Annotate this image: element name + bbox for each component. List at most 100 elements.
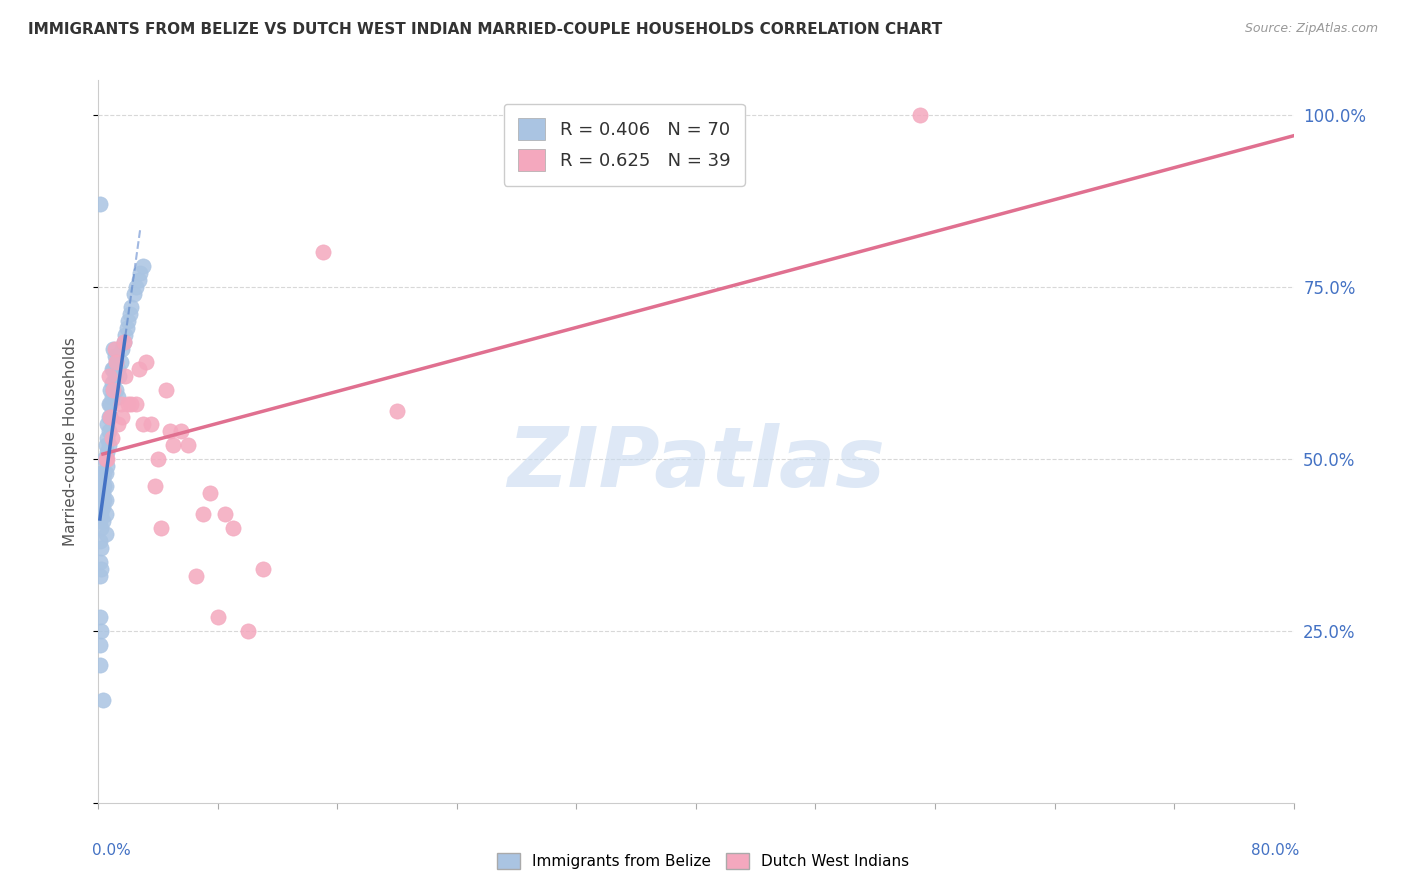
Point	[97, 397, 120, 411]
Point	[103, 342, 125, 356]
Point	[177, 438, 200, 452]
Point	[159, 424, 181, 438]
Point	[94, 527, 117, 541]
Point	[98, 410, 122, 425]
Point	[89, 479, 111, 493]
Point	[139, 417, 162, 432]
Point	[101, 362, 124, 376]
Point	[105, 355, 128, 369]
Point	[89, 610, 111, 624]
Point	[101, 390, 124, 404]
Point	[191, 507, 214, 521]
Point	[169, 424, 191, 438]
Point	[132, 259, 155, 273]
Point	[143, 479, 166, 493]
Point	[90, 520, 112, 534]
Point	[97, 424, 120, 438]
Point	[94, 451, 117, 466]
Point	[118, 307, 141, 321]
Text: IMMIGRANTS FROM BELIZE VS DUTCH WEST INDIAN MARRIED-COUPLE HOUSEHOLDS CORRELATIO: IMMIGRANTS FROM BELIZE VS DUTCH WEST IND…	[28, 22, 942, 37]
Point	[90, 624, 112, 638]
Point	[94, 466, 117, 480]
Point	[89, 466, 111, 480]
Point	[110, 355, 132, 369]
Point	[115, 321, 138, 335]
Point	[91, 692, 114, 706]
Point	[97, 438, 120, 452]
Point	[150, 520, 173, 534]
Point	[222, 520, 245, 534]
Point	[89, 500, 111, 514]
Point	[107, 390, 129, 404]
Point	[908, 108, 931, 122]
Point	[148, 451, 170, 466]
Point	[94, 479, 117, 493]
Point	[101, 431, 124, 445]
Point	[89, 514, 111, 528]
Point	[91, 514, 114, 528]
Point	[114, 369, 136, 384]
Point	[214, 507, 236, 521]
Point	[90, 562, 112, 576]
Point	[94, 438, 117, 452]
Point	[107, 417, 129, 432]
Point	[91, 500, 114, 514]
Point	[91, 472, 114, 486]
Point	[98, 410, 122, 425]
Point	[311, 245, 333, 260]
Point	[96, 431, 118, 445]
Point	[114, 327, 136, 342]
Point	[93, 451, 115, 466]
Point	[98, 383, 122, 397]
Point	[120, 397, 142, 411]
Point	[155, 383, 177, 397]
Point	[90, 541, 112, 556]
Point	[110, 397, 132, 411]
Point	[96, 445, 118, 459]
Point	[97, 369, 120, 384]
Point	[94, 451, 117, 466]
Point	[96, 451, 118, 466]
Point	[252, 562, 274, 576]
Point	[94, 493, 117, 508]
Point	[96, 417, 118, 432]
Point	[91, 486, 114, 500]
Text: Source: ZipAtlas.com: Source: ZipAtlas.com	[1244, 22, 1378, 36]
Point	[97, 410, 120, 425]
Point	[89, 197, 111, 211]
Point	[385, 403, 409, 417]
Point	[107, 362, 129, 376]
Point	[103, 383, 125, 397]
Point	[105, 355, 128, 369]
Point	[89, 658, 111, 673]
Text: 0.0%: 0.0%	[93, 843, 131, 857]
Point	[103, 362, 125, 376]
Point	[200, 486, 222, 500]
Point	[94, 507, 117, 521]
Text: 80.0%: 80.0%	[1251, 843, 1299, 857]
Point	[93, 479, 115, 493]
Legend: Immigrants from Belize, Dutch West Indians: Immigrants from Belize, Dutch West India…	[491, 847, 915, 875]
Point	[112, 334, 135, 349]
Point	[112, 334, 135, 349]
Y-axis label: Married-couple Households: Married-couple Households	[63, 337, 77, 546]
Point	[162, 438, 184, 452]
Point	[120, 301, 142, 315]
Point	[124, 286, 146, 301]
Point	[98, 397, 122, 411]
Point	[105, 383, 128, 397]
Point	[93, 466, 115, 480]
Point	[89, 638, 111, 652]
Point	[111, 410, 134, 425]
Point	[125, 279, 148, 293]
Point	[104, 342, 127, 356]
Point	[128, 273, 150, 287]
Legend: R = 0.406   N = 70, R = 0.625   N = 39: R = 0.406 N = 70, R = 0.625 N = 39	[503, 103, 745, 186]
Point	[104, 369, 127, 384]
Point	[207, 610, 229, 624]
Point	[104, 349, 127, 363]
Point	[90, 507, 112, 521]
Point	[129, 266, 152, 280]
Point	[90, 493, 112, 508]
Point	[108, 369, 131, 384]
